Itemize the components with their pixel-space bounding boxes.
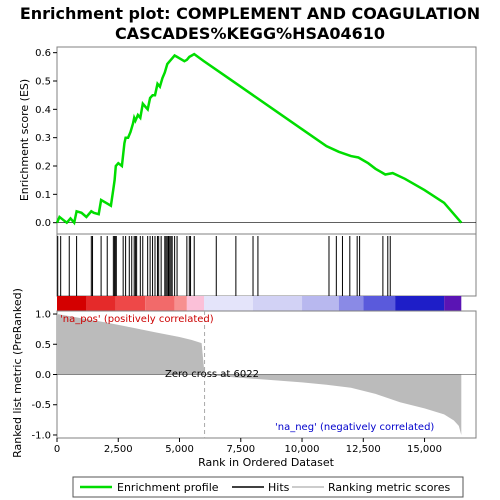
x-axis-label: Rank in Ordered Dataset bbox=[198, 456, 335, 469]
colorbar-segment bbox=[86, 296, 116, 311]
colorbar-segment bbox=[174, 296, 187, 311]
es-yticks: 0.0 0.1 0.2 0.3 0.4 0.5 0.6 bbox=[35, 48, 57, 229]
es-ytick-label: 0.2 bbox=[35, 162, 51, 173]
x-tick-label: 10,000 bbox=[285, 444, 320, 455]
es-line bbox=[55, 52, 463, 226]
legend-label-ranking-metric: Ranking metric scores bbox=[328, 481, 450, 494]
x-tick-label: 2,500 bbox=[104, 444, 133, 455]
metric-panel: 1.0 0.5 0.0 -0.5 -1.0 'na_pos' (positively c… bbox=[11, 288, 477, 458]
metric-ytick-label: 0.0 bbox=[35, 370, 51, 381]
colorbar-segment bbox=[253, 296, 303, 311]
colorbar-segment bbox=[204, 296, 254, 311]
neg-label: 'na_neg' (negatively correlated) bbox=[275, 422, 434, 433]
x-tick-label: 7,500 bbox=[226, 444, 255, 455]
chart-title-line2: CASCADES%KEGG%HSA04610 bbox=[115, 24, 385, 43]
es-ylabel: Enrichment score (ES) bbox=[18, 79, 31, 201]
legend-label-enrichment-profile: Enrichment profile bbox=[117, 481, 219, 494]
colorbar-segment bbox=[444, 296, 462, 311]
colorbar-segment bbox=[186, 296, 205, 311]
legend-frame bbox=[72, 476, 464, 498]
es-ytick-label: 0.4 bbox=[35, 105, 51, 116]
legend: Enrichment profile Hits Ranking metric s… bbox=[72, 476, 464, 498]
colorbar-segment bbox=[363, 296, 396, 311]
es-ytick-label: 0.3 bbox=[35, 133, 51, 144]
x-tick-label: 0 bbox=[54, 444, 60, 455]
metric-yticks: 1.0 0.5 0.0 -0.5 -1.0 bbox=[31, 310, 57, 441]
metric-ytick-label: -1.0 bbox=[31, 430, 51, 441]
hits-panel-frame bbox=[56, 233, 477, 297]
rank-colorbar bbox=[57, 296, 462, 311]
metric-ytick-label: 1.0 bbox=[35, 310, 51, 321]
colorbar-segment bbox=[338, 296, 364, 311]
metric-ytick-label: -0.5 bbox=[31, 400, 51, 411]
x-tick-label: 12,500 bbox=[346, 444, 381, 455]
colorbar-segment bbox=[115, 296, 146, 311]
colorbar-segment bbox=[57, 296, 87, 311]
es-ytick-label: 0.1 bbox=[35, 190, 51, 201]
colorbar-segment bbox=[395, 296, 445, 311]
chart-title-line1: Enrichment plot: COMPLEMENT AND COAGULAT… bbox=[20, 4, 480, 23]
x-tick-label: 15,000 bbox=[407, 444, 442, 455]
es-ytick-label: 0.5 bbox=[35, 77, 51, 88]
x-tick-label: 5,000 bbox=[165, 444, 194, 455]
es-ytick-label: 0.6 bbox=[35, 48, 51, 59]
zero-cross-label: Zero cross at 6022 bbox=[165, 369, 259, 380]
es-ytick-label: 0.0 bbox=[35, 218, 51, 229]
es-panel-frame bbox=[56, 46, 477, 235]
colorbar-segment bbox=[302, 296, 339, 311]
es-panel: 0.0 0.1 0.2 0.3 0.4 0.5 0.6 Enrichment score (… bbox=[18, 46, 477, 235]
colorbar-segment bbox=[145, 296, 175, 311]
metric-ylabel: Ranked list metric (PreRanked) bbox=[11, 288, 24, 458]
legend-label-hits: Hits bbox=[268, 481, 290, 494]
x-axis-ticks: 0 2,500 5,000 7,500 10,000 12,500 15,000 bbox=[54, 438, 442, 455]
metric-ytick-label: 0.5 bbox=[35, 340, 51, 351]
pos-label: 'na_pos' (positively correlated) bbox=[60, 314, 214, 325]
hits-marks bbox=[57, 236, 391, 296]
hits-panel bbox=[56, 233, 477, 311]
